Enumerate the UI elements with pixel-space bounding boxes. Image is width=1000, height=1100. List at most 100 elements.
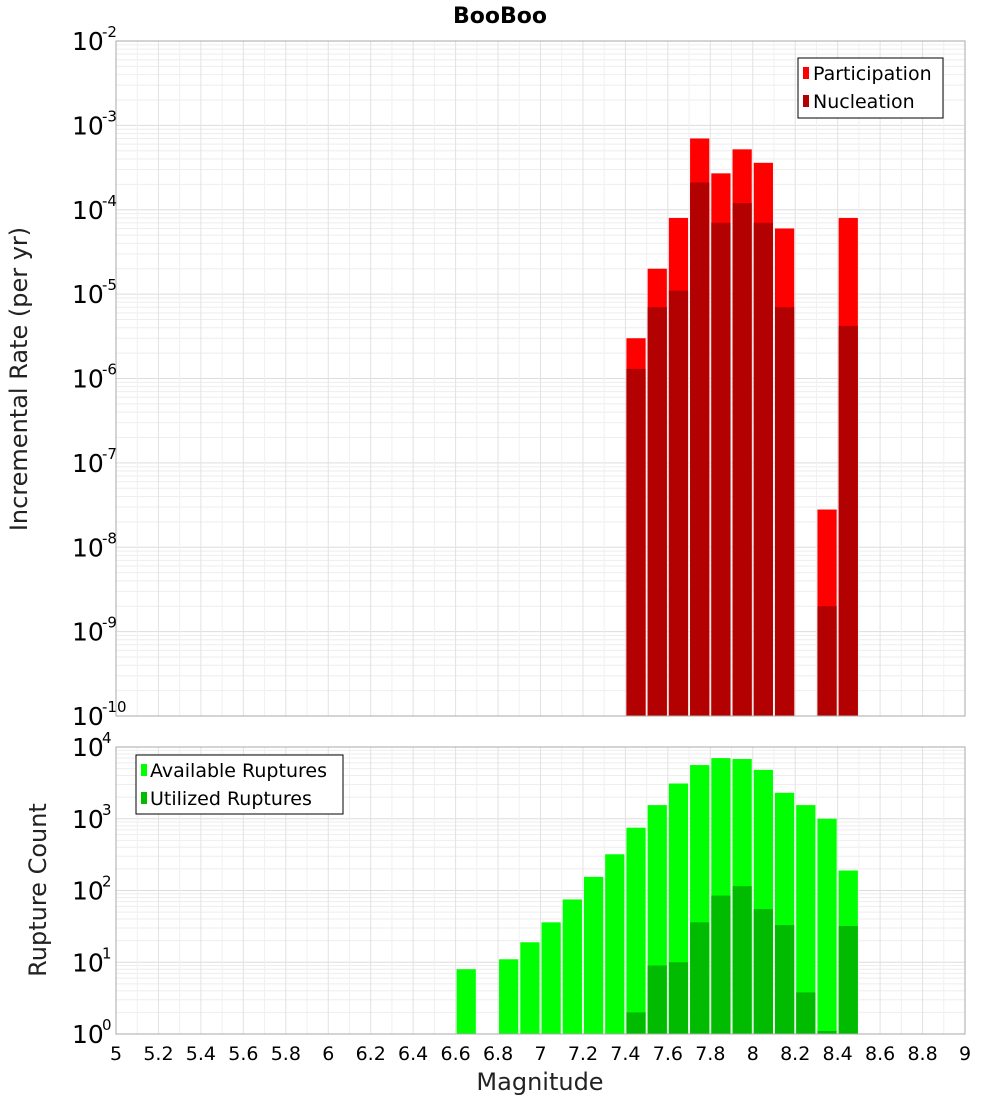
participation-legend-swatch <box>803 67 809 79</box>
top-panel-bars <box>626 138 858 717</box>
top-y-tick-base: 10 <box>72 702 104 731</box>
x-tick-label: 5.2 <box>143 1043 173 1065</box>
x-tick-label: 5.8 <box>271 1043 301 1065</box>
utilized-ruptures-bar <box>732 886 752 1034</box>
utilized-ruptures-bar <box>626 1012 646 1034</box>
x-tick-label: 6.4 <box>398 1043 428 1065</box>
bottom-panel-x-ticks: 5 5.2 5.4 5.6 5.8 6 6.2 6.4 6.6 6.8 7 7.2 7.4 7.6 7.8 8… <box>110 1043 971 1065</box>
x-tick-label: 7.6 <box>653 1043 683 1065</box>
bottom-y-tick-label: 100 <box>72 1016 112 1049</box>
nucleation-legend-swatch <box>803 95 809 107</box>
utilized-ruptures-bar <box>774 925 795 1034</box>
top-panel-frame <box>115 40 966 717</box>
x-tick-label: 7.4 <box>610 1043 640 1065</box>
bottom-y-tick-base: 10 <box>72 1020 104 1049</box>
available-ruptures-bar <box>583 876 604 1034</box>
available-ruptures-legend-label: Available Ruptures <box>150 760 327 782</box>
bottom-y-tick-label: 102 <box>72 873 112 906</box>
x-tick-label: 5.6 <box>228 1043 258 1065</box>
bottom-y-tick-exponent: 1 <box>102 944 112 962</box>
bottom-y-tick-base: 10 <box>72 948 104 977</box>
available-ruptures-bar <box>562 899 582 1034</box>
x-tick-label: 7 <box>534 1043 546 1065</box>
top-y-tick-exponent: -10 <box>102 698 127 716</box>
top-y-axis-title: Incremental Rate (per yr) <box>5 227 33 531</box>
bottom-y-tick-exponent: 3 <box>102 801 112 819</box>
x-axis-title: Magnitude <box>476 1068 603 1096</box>
x-tick-label: 5 <box>110 1043 122 1065</box>
bottom-y-tick-exponent: 0 <box>102 1016 112 1034</box>
x-tick-label: 6.2 <box>356 1043 386 1065</box>
top-y-tick-exponent: -6 <box>102 361 117 379</box>
top-y-tick-base: 10 <box>72 27 104 56</box>
utilized-ruptures-legend-swatch <box>141 792 147 804</box>
bottom-y-axis-title: Rupture Count <box>24 803 52 977</box>
x-tick-label: 5.4 <box>186 1043 216 1065</box>
nucleation-bar <box>753 222 773 716</box>
bottom-y-tick-base: 10 <box>72 877 104 906</box>
nucleation-bar <box>838 325 858 716</box>
nucleation-bar <box>668 290 689 716</box>
top-y-tick-base: 10 <box>72 533 104 562</box>
top-y-tick-label: 10-3 <box>72 107 117 140</box>
bottom-legend: Available Ruptures Utilized Ruptures <box>135 754 344 815</box>
utilized-ruptures-legend-label: Utilized Ruptures <box>150 788 312 810</box>
top-y-tick-label: 10-9 <box>72 614 117 647</box>
top-y-tick-base: 10 <box>72 196 104 225</box>
nucleation-bar <box>817 606 837 716</box>
top-legend: Participation Nucleation <box>797 57 944 119</box>
utilized-ruptures-bar <box>796 992 816 1034</box>
nucleation-bar <box>626 368 646 716</box>
available-ruptures-bar <box>605 854 625 1034</box>
utilized-ruptures-bar <box>753 909 773 1034</box>
top-y-tick-exponent: -9 <box>102 614 117 632</box>
x-tick-label: 8.4 <box>823 1043 853 1065</box>
nucleation-bar <box>774 307 795 716</box>
available-ruptures-legend-swatch <box>141 764 147 776</box>
available-ruptures-bar <box>817 818 837 1034</box>
top-y-tick-label: 10-4 <box>72 192 117 225</box>
top-y-tick-label: 10-8 <box>72 529 117 562</box>
bottom-panel-frame <box>115 746 966 1035</box>
available-ruptures-bar <box>796 805 816 1034</box>
top-y-tick-label: 10-2 <box>72 23 117 56</box>
x-tick-label: 9 <box>959 1043 971 1065</box>
chart-title: BooBoo <box>453 4 547 29</box>
x-tick-label: 7.8 <box>695 1043 725 1065</box>
nucleation-bar <box>732 203 752 716</box>
bottom-y-tick-exponent: 2 <box>102 873 112 891</box>
utilized-ruptures-bar <box>838 926 858 1034</box>
available-ruptures-bar <box>541 922 561 1034</box>
top-y-tick-exponent: -8 <box>102 529 117 547</box>
top-y-tick-base: 10 <box>72 365 104 394</box>
utilized-ruptures-bar <box>690 922 710 1034</box>
utilized-ruptures-bar <box>647 965 667 1034</box>
top-y-tick-label: 10-10 <box>72 698 127 731</box>
x-tick-label: 7.2 <box>568 1043 598 1065</box>
top-y-tick-base: 10 <box>72 111 104 140</box>
top-legend-box <box>797 57 944 119</box>
x-tick-label: 8.6 <box>865 1043 895 1065</box>
utilized-ruptures-bar <box>711 895 731 1034</box>
available-ruptures-bar <box>499 959 519 1034</box>
available-ruptures-bar <box>456 969 476 1034</box>
utilized-ruptures-bar <box>817 1031 837 1034</box>
top-panel-grid <box>115 41 966 717</box>
top-y-tick-base: 10 <box>72 449 104 478</box>
bottom-y-tick-base: 10 <box>72 805 104 834</box>
available-ruptures-bar <box>626 827 646 1034</box>
available-ruptures-bar <box>520 942 540 1034</box>
top-y-tick-exponent: -2 <box>102 23 117 41</box>
x-tick-label: 6.8 <box>483 1043 513 1065</box>
x-tick-label: 8.8 <box>907 1043 937 1065</box>
utilized-ruptures-bar <box>668 962 689 1034</box>
top-y-tick-label: 10-7 <box>72 445 117 478</box>
top-y-tick-exponent: -5 <box>102 276 117 294</box>
x-tick-label: 6.6 <box>440 1043 470 1065</box>
x-tick-label: 8 <box>747 1043 759 1065</box>
top-y-tick-exponent: -4 <box>102 192 117 210</box>
top-y-tick-exponent: -7 <box>102 445 117 463</box>
